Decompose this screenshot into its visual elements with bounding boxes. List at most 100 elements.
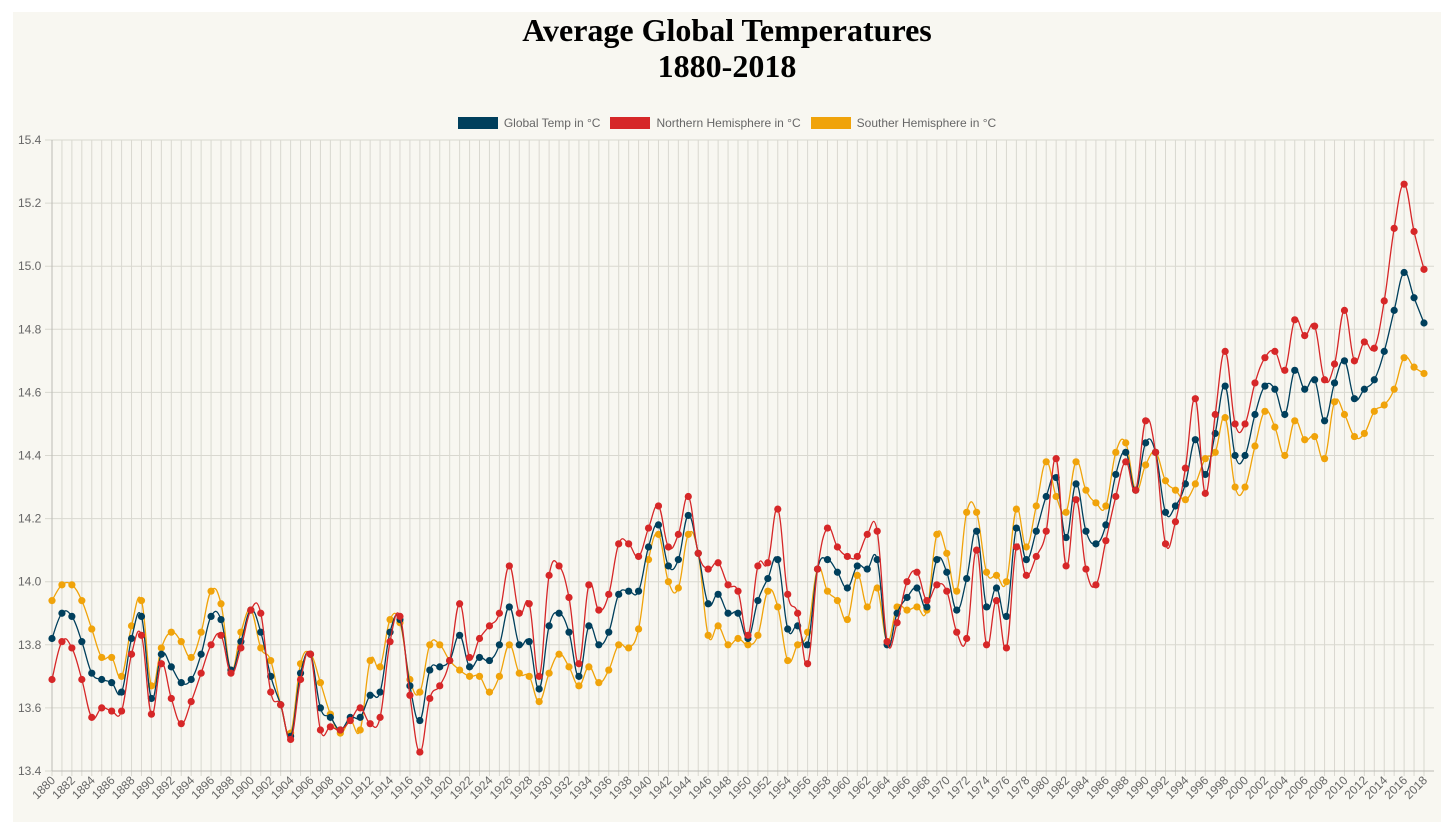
data-point-northern: 1944: 14.27: [684, 492, 692, 501]
y-tick-label: 13.4: [18, 764, 42, 778]
data-point-global: 1908: 13.57: [326, 713, 334, 721]
data-point-northern: 1969: 13.99: [933, 581, 941, 589]
data-point-southern: 1919: 13.8: [436, 641, 444, 649]
data-point-global: 1990: 14.44: [1142, 439, 1150, 447]
data-point-northern: 1933: 13.74: [575, 660, 583, 668]
data-point-southern: 1931: 13.77: [555, 650, 563, 658]
data-point-northern: 1949: 13.97: [734, 587, 742, 595]
data-point-global: 1913: 13.65: [376, 688, 384, 696]
legend-swatch-southern: [810, 117, 851, 129]
data-point-global: 2000: 14.4: [1241, 451, 1249, 460]
legend-item-southern[interactable]: Souther Hemisphere in °C: [810, 116, 997, 130]
data-point-northern: 1920: 13.75: [446, 656, 454, 665]
data-point-southern: 1928: 13.7: [525, 672, 533, 680]
data-point-northern: 1963: 14.16: [873, 527, 881, 535]
data-point-global: 1968: 13.92: [923, 603, 931, 611]
data-point-northern: 1965: 13.87: [893, 619, 901, 627]
legend-swatch-northern: [610, 117, 651, 129]
data-point-southern: 1913: 13.73: [376, 663, 384, 671]
data-point-northern: 1912: 13.55: [366, 720, 374, 728]
data-point-northern: 1945: 14.09: [694, 549, 702, 557]
data-point-northern: 1967: 14.03: [913, 568, 921, 576]
data-point-southern: 2004: 14.4: [1281, 451, 1289, 460]
data-point-global: 1946: 13.93: [704, 600, 712, 608]
data-point-northern: 1959: 14.11: [833, 543, 842, 551]
data-point-northern: 1996: 14.28: [1201, 489, 1209, 497]
data-point-northern: 1892: 13.63: [167, 694, 175, 703]
data-point-northern: 1950: 13.83: [744, 631, 752, 639]
data-point-global: 1927: 13.8: [515, 641, 523, 649]
data-point-northern: 1990: 14.51: [1142, 417, 1150, 425]
data-point-global: 1969: 14.07: [933, 556, 941, 564]
data-point-northern: 1954: 13.96: [784, 590, 792, 598]
data-point-southern: 1907: 13.68: [316, 679, 325, 687]
data-point-global: 1952: 14.01: [764, 574, 772, 583]
data-point-global: 1934: 13.86: [585, 622, 593, 630]
data-point-global: 1936: 13.84: [605, 628, 613, 636]
legend-swatch-global: [457, 117, 498, 129]
data-point-northern: 2015: 15.12: [1390, 224, 1398, 232]
data-point-northern: 1942: 14.11: [664, 543, 673, 551]
data-point-southern: 1996: 14.39: [1201, 455, 1209, 463]
data-point-southern: 2003: 14.49: [1271, 423, 1279, 431]
data-point-global: 1890: 13.63: [147, 694, 156, 703]
data-point-global: 1978: 14.07: [1022, 556, 1030, 564]
legend-label-southern: Souther Hemisphere in °C: [856, 116, 997, 130]
legend-item-northern[interactable]: Northern Hemisphere in °C: [610, 116, 801, 130]
data-point-northern: 1947: 14.06: [714, 559, 722, 567]
data-point-global: 2002: 14.62: [1261, 382, 1269, 390]
data-point-southern: 1976: 14: [1002, 578, 1011, 586]
data-point-northern: 1917: 13.46: [416, 748, 424, 756]
data-point-northern: 1993: 14.19: [1171, 518, 1180, 526]
data-point-global: 1891: 13.77: [157, 650, 165, 658]
data-point-northern: 2004: 14.67: [1281, 366, 1289, 374]
data-point-southern: 1970: 14.09: [943, 549, 951, 557]
data-point-global: 1982: 14.14: [1062, 533, 1070, 542]
data-point-southern: 1938: 13.79: [625, 644, 633, 652]
data-point-global: 1948: 13.9: [724, 609, 732, 617]
data-point-southern: 1951: 13.83: [754, 631, 762, 639]
data-point-northern: 2003: 14.73: [1271, 347, 1279, 355]
data-point-global: 1921: 13.83: [456, 631, 464, 639]
data-point-southern: 1950: 13.8: [744, 641, 752, 649]
data-point-global: 1942: 14.05: [664, 562, 673, 570]
data-point-southern: 2008: 14.39: [1320, 455, 1329, 463]
data-point-northern: 1961: 14.08: [853, 552, 861, 561]
data-point-global: 2016: 14.98: [1400, 268, 1408, 277]
data-point-southern: 1983: 14.38: [1072, 458, 1080, 466]
chart-title-line-1: Average Global Temperatures: [522, 12, 932, 48]
data-point-global: 1911: 13.57: [356, 713, 364, 721]
data-point-global: 1888: 13.82: [127, 634, 136, 643]
data-point-northern: 1991: 14.41: [1151, 448, 1160, 456]
data-point-southern: 2014: 14.56: [1380, 401, 1388, 409]
data-point-southern: 2005: 14.51: [1291, 417, 1299, 425]
data-point-northern: 2014: 14.89: [1380, 297, 1388, 305]
data-point-southern: 1958: 13.97: [823, 587, 832, 595]
data-point-southern: 1985: 14.25: [1092, 499, 1100, 507]
data-point-northern: 1938: 14.12: [625, 540, 633, 548]
data-point-northern: 2016: 15.26: [1400, 180, 1408, 188]
data-point-southern: 1914: 13.88: [386, 615, 394, 624]
data-point-southern: 1979: 14.24: [1032, 502, 1040, 510]
data-point-global: 2005: 14.67: [1291, 366, 1299, 374]
data-point-global: 1882: 13.89: [68, 612, 76, 621]
data-point-global: 1972: 14.01: [963, 574, 971, 583]
data-point-northern: 1953: 14.23: [774, 505, 782, 513]
data-point-northern: 1928: 13.93: [525, 600, 533, 608]
data-point-global: 1880: 13.82: [48, 634, 56, 643]
data-point-global: 1887: 13.65: [117, 688, 126, 696]
data-point-northern: 1905: 13.69: [296, 675, 305, 684]
data-point-global: 1979: 14.16: [1032, 527, 1040, 535]
y-tick-label: 15.0: [18, 259, 42, 273]
y-tick-label: 15.2: [18, 196, 42, 210]
data-point-southern: 1889: 13.94: [137, 597, 146, 605]
data-point-northern: 1985: 13.99: [1092, 581, 1100, 589]
legend-item-global[interactable]: Global Temp in °C: [457, 116, 600, 130]
data-point-southern: 1987: 14.41: [1112, 448, 1120, 456]
data-point-northern: 1910: 13.56: [346, 716, 354, 725]
data-point-southern: 1972: 14.22: [963, 508, 971, 516]
chart-title: Average Global Temperatures 1880-2018: [0, 12, 1454, 84]
data-point-northern: 1881: 13.81: [58, 638, 66, 646]
data-point-global: 1892: 13.73: [167, 663, 175, 671]
data-point-global: 1943: 14.07: [674, 556, 682, 564]
